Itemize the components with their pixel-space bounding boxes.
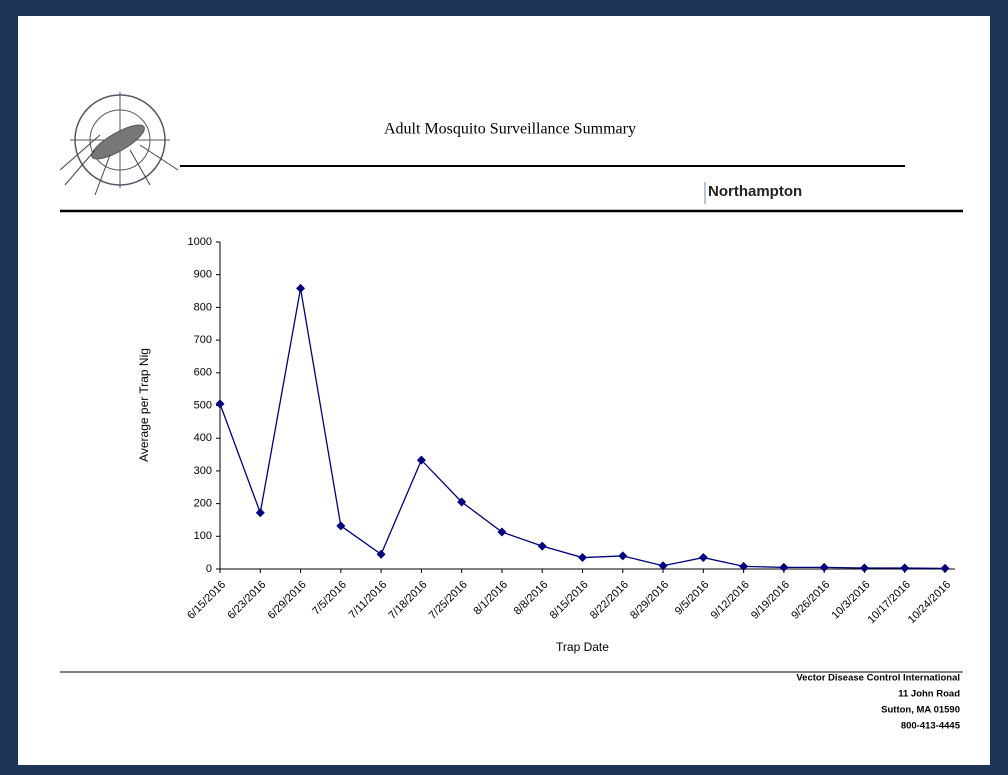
x-axis-label: Trap Date <box>556 640 609 654</box>
y-tick-label: 400 <box>194 432 212 444</box>
document: Adult Mosquito Surveillance Summary Nort… <box>0 0 1008 775</box>
y-tick-label: 200 <box>194 498 212 510</box>
footer-line: Vector Disease Control International <box>796 673 960 684</box>
y-tick-label: 900 <box>194 269 212 281</box>
page: Adult Mosquito Surveillance Summary Nort… <box>0 0 1008 775</box>
y-tick-label: 100 <box>194 530 212 542</box>
y-axis-label: Average per Trap Nig <box>137 348 151 462</box>
y-tick-label: 800 <box>194 301 212 313</box>
footer-line: Sutton, MA 01590 <box>881 705 960 716</box>
y-tick-label: 600 <box>194 367 212 379</box>
y-tick-label: 500 <box>194 399 212 411</box>
doc-title: Adult Mosquito Surveillance Summary <box>384 121 636 138</box>
y-tick-label: 700 <box>194 334 212 346</box>
location: Northampton <box>708 183 802 200</box>
y-tick-label: 1000 <box>188 236 212 248</box>
y-tick-label: 0 <box>206 563 212 575</box>
footer-line: 800-413-4445 <box>901 721 961 732</box>
footer-line: 11 John Road <box>898 689 960 700</box>
y-tick-label: 300 <box>194 465 212 477</box>
